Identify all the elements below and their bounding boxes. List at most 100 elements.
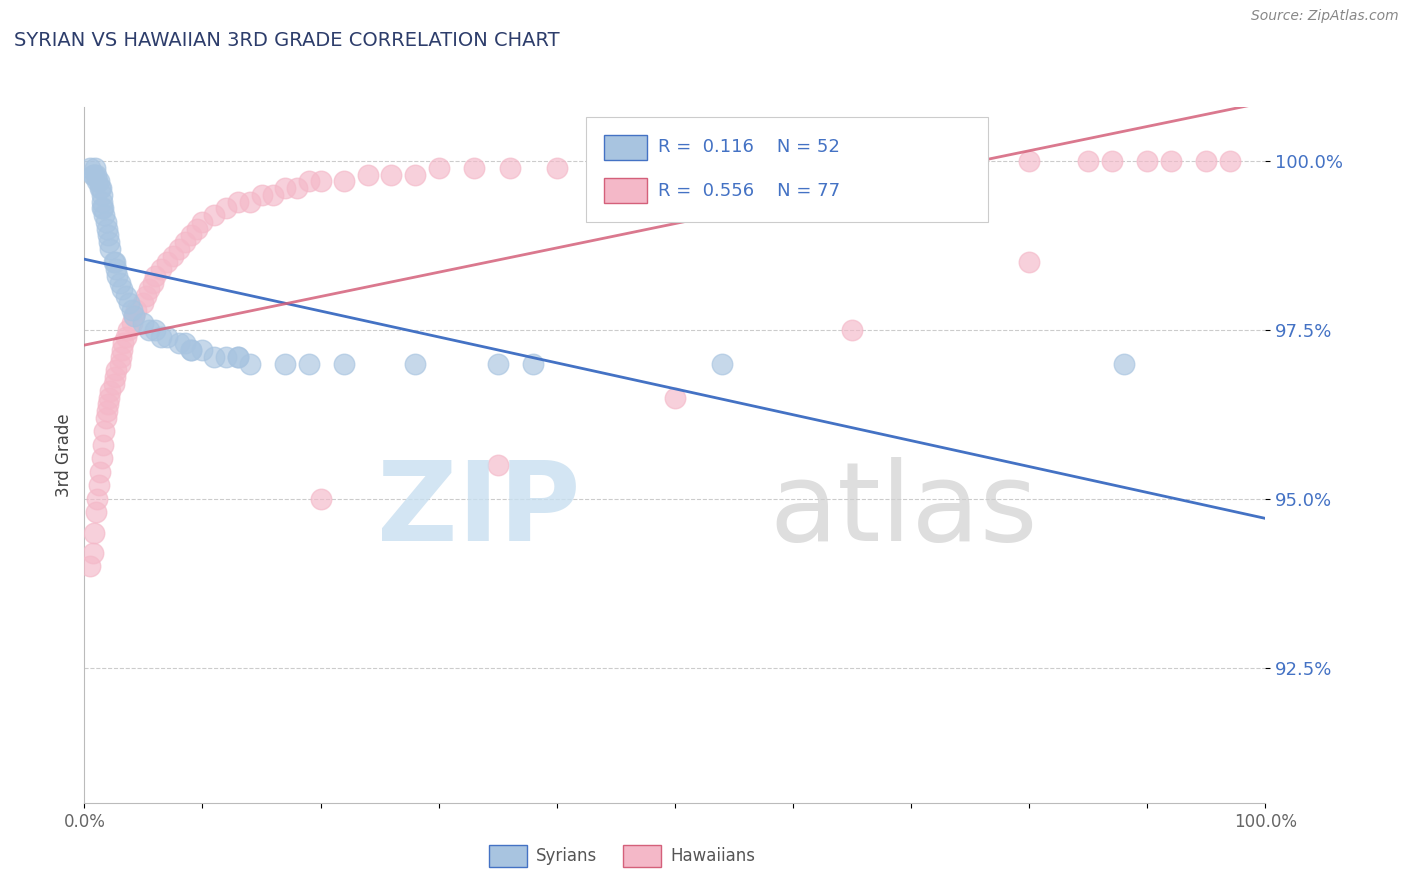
Point <box>82 546 104 560</box>
Point <box>98 384 121 398</box>
Point <box>132 296 155 310</box>
Point <box>664 391 686 405</box>
Point <box>723 154 745 169</box>
Point <box>262 187 284 202</box>
Point <box>1077 154 1099 169</box>
Point <box>89 181 111 195</box>
Point <box>711 357 734 371</box>
Y-axis label: 3rd Grade: 3rd Grade <box>55 413 73 497</box>
Point <box>333 357 356 371</box>
Point <box>1101 154 1123 169</box>
Point <box>108 276 131 290</box>
Point <box>105 363 128 377</box>
Text: atlas: atlas <box>769 457 1038 564</box>
Point <box>1018 255 1040 269</box>
Text: Hawaiians: Hawaiians <box>671 847 755 864</box>
Point <box>180 228 202 243</box>
FancyBboxPatch shape <box>623 845 661 867</box>
Point <box>84 505 107 519</box>
Point <box>900 154 922 169</box>
Point <box>380 168 402 182</box>
Point <box>105 262 128 277</box>
Point <box>91 451 114 466</box>
Point <box>150 329 173 343</box>
Point <box>404 168 426 182</box>
Point <box>427 161 450 175</box>
Point <box>239 357 262 371</box>
Point <box>285 181 308 195</box>
Point <box>112 336 135 351</box>
Point <box>110 350 132 364</box>
FancyBboxPatch shape <box>605 178 647 203</box>
Point <box>79 161 101 175</box>
Text: ZIP: ZIP <box>377 457 581 564</box>
Point <box>215 202 238 216</box>
Point <box>180 343 202 358</box>
Point <box>96 404 118 418</box>
Point <box>91 202 114 216</box>
Point <box>132 316 155 330</box>
Point <box>96 221 118 235</box>
Point <box>404 357 426 371</box>
Point <box>91 438 114 452</box>
Point <box>841 323 863 337</box>
Point <box>522 357 544 371</box>
Point <box>167 242 190 256</box>
Point <box>782 154 804 169</box>
Point <box>93 208 115 222</box>
Point <box>138 282 160 296</box>
Point <box>605 154 627 169</box>
Point <box>226 350 249 364</box>
Point <box>138 323 160 337</box>
Text: SYRIAN VS HAWAIIAN 3RD GRADE CORRELATION CHART: SYRIAN VS HAWAIIAN 3RD GRADE CORRELATION… <box>14 31 560 50</box>
Point <box>83 168 105 182</box>
Point <box>186 221 208 235</box>
Point <box>463 161 485 175</box>
Point <box>79 559 101 574</box>
Point <box>162 249 184 263</box>
Point <box>94 410 117 425</box>
Point <box>121 302 143 317</box>
Point <box>91 202 114 216</box>
Point <box>82 168 104 182</box>
Point <box>664 154 686 169</box>
Point <box>202 350 225 364</box>
Point <box>173 336 195 351</box>
Point <box>202 208 225 222</box>
Point <box>83 525 105 540</box>
Point <box>959 154 981 169</box>
Point <box>91 194 114 209</box>
Point <box>118 296 141 310</box>
Point <box>274 181 297 195</box>
Point <box>173 235 195 249</box>
Point <box>104 255 127 269</box>
Point <box>107 268 129 283</box>
Point <box>122 310 145 324</box>
Point <box>111 343 134 358</box>
Point <box>486 458 509 472</box>
Point <box>142 276 165 290</box>
Point <box>87 174 110 188</box>
Point <box>1136 154 1159 169</box>
Point <box>1219 154 1241 169</box>
Point <box>1018 154 1040 169</box>
Point <box>546 161 568 175</box>
Point <box>191 215 214 229</box>
FancyBboxPatch shape <box>586 118 988 222</box>
FancyBboxPatch shape <box>605 135 647 160</box>
Point <box>357 168 380 182</box>
Point <box>98 235 121 249</box>
Point <box>98 242 121 256</box>
Point <box>97 228 120 243</box>
Point <box>87 478 110 492</box>
Point <box>86 491 108 506</box>
Point <box>156 329 179 343</box>
Point <box>84 168 107 182</box>
Point <box>103 376 125 391</box>
Point <box>103 255 125 269</box>
Point <box>117 323 139 337</box>
Point <box>97 397 120 411</box>
Point <box>91 187 114 202</box>
Point <box>84 161 107 175</box>
Point <box>93 424 115 438</box>
